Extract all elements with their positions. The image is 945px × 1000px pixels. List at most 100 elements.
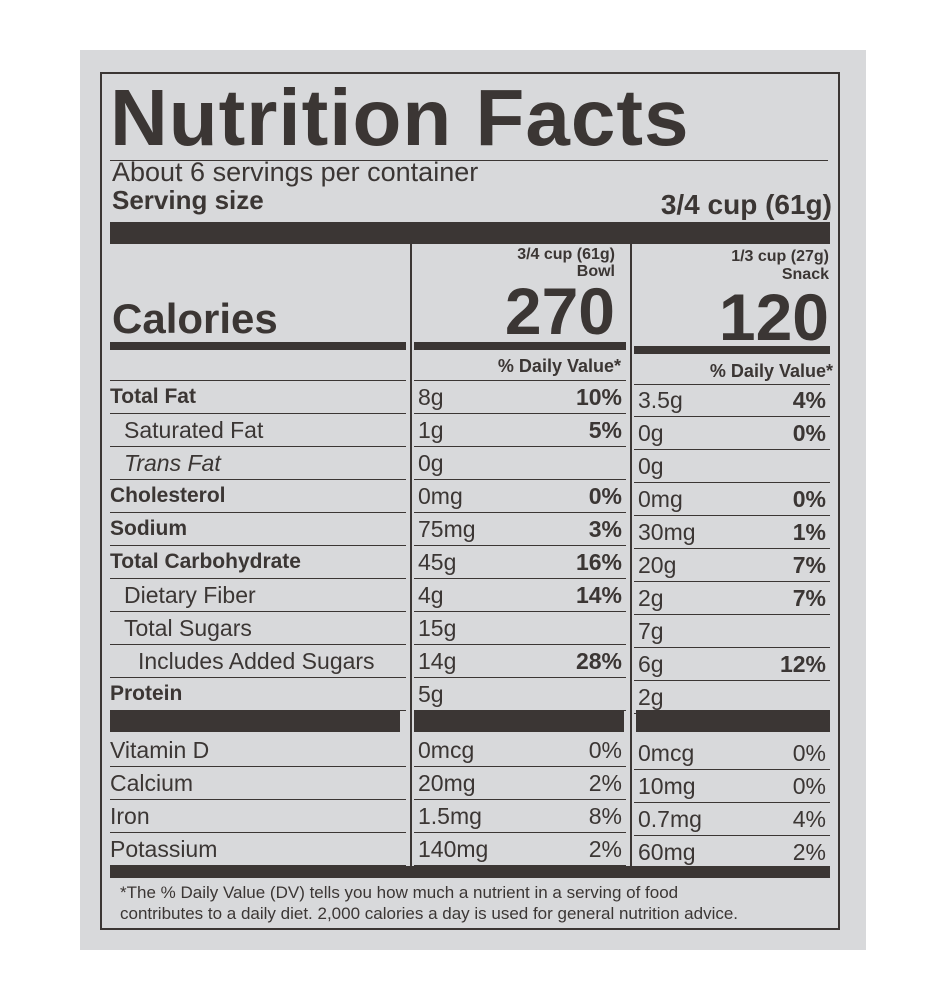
row-rule (110, 677, 406, 678)
amount-cell: 6g 12% (634, 648, 830, 680)
nutrient-name: Total Carbohydrate (110, 550, 301, 573)
title: Nutrition Facts (110, 73, 690, 162)
percent-dv: 4% (792, 387, 826, 413)
amount: 14g (418, 648, 457, 674)
amount-cell: 0g (634, 450, 830, 482)
amount-cell: 8g 10% (414, 381, 626, 413)
amount-cell: 0g 0% (634, 417, 830, 449)
row-rule (110, 644, 406, 645)
amount-cell: 15g (414, 612, 626, 644)
label-background (80, 50, 866, 950)
percent-dv: 0% (588, 737, 622, 763)
amount: 0g (638, 420, 664, 446)
nutrient-name: Saturated Fat (124, 417, 264, 443)
nutrient-name: Cholesterol (110, 484, 226, 507)
row-rule (634, 614, 830, 615)
calories-label: Calories (112, 295, 278, 342)
percent-dv: 7% (792, 552, 826, 578)
amount: 1g (418, 417, 444, 443)
amount: 2g (638, 684, 664, 710)
row-rule (110, 865, 406, 866)
percent-dv: 4% (792, 806, 826, 832)
nutrient-name: Total Fat (110, 385, 196, 408)
amount-cell: 20mg 2% (414, 767, 626, 799)
footnote-line: contributes to a daily diet. 2,000 calor… (120, 904, 739, 923)
row-rule (110, 578, 406, 579)
footnote: *The % Daily Value (DV) tells you how mu… (120, 882, 738, 924)
amount-cell: 30mg 1% (634, 516, 830, 548)
nutrient-name: Vitamin D (110, 737, 210, 763)
percent-dv: 7% (792, 585, 826, 611)
row-rule (414, 611, 626, 612)
amount: 20g (638, 552, 677, 578)
row-rule (634, 515, 830, 516)
dv-header: % Daily Value* (709, 361, 833, 381)
column-name: Snack (781, 266, 829, 283)
label-border (100, 72, 840, 930)
amount-cell: 0.7mg 4% (634, 803, 830, 835)
row-rule (414, 578, 626, 579)
amount-cell: 14g 28% (414, 645, 626, 677)
row-rule (110, 799, 406, 800)
row-rule (414, 545, 626, 546)
nutrient-name: Dietary Fiber (124, 582, 256, 608)
amount: 1.5mg (418, 803, 482, 829)
percent-dv: 2% (792, 839, 826, 865)
percent-dv: 28% (575, 648, 622, 674)
row-rule (110, 766, 406, 767)
row-rule (634, 769, 830, 770)
amount-cell: 0mcg 0% (414, 734, 626, 766)
amount: 2g (638, 585, 664, 611)
amount-cell: 45g 16% (414, 546, 626, 578)
nutrient-name: Calcium (110, 770, 194, 796)
amount: 10mg (638, 773, 696, 799)
amount-cell: 1g 5% (414, 414, 626, 446)
column-divider (410, 244, 412, 866)
row-rule (110, 611, 406, 612)
row-rule (414, 413, 626, 414)
percent-dv: 0% (792, 740, 826, 766)
amount-cell: 2g (634, 681, 830, 713)
row-rule (634, 802, 830, 803)
amount-cell: 20g 7% (634, 549, 830, 581)
row-rule (414, 799, 626, 800)
column-size: 3/4 cup (61g) (517, 246, 615, 263)
percent-dv: 0% (588, 483, 622, 509)
amount: 0.7mg (638, 806, 702, 832)
row-rule (110, 479, 406, 480)
percent-dv: 0% (792, 420, 826, 446)
amount: 8g (418, 384, 444, 410)
amount-cell: 3.5g 4% (634, 384, 830, 416)
row-rule (414, 766, 626, 767)
amount-cell: 7g (634, 615, 830, 647)
amount: 0mcg (638, 740, 695, 766)
amount: 45g (418, 549, 457, 575)
serving-size-label: Serving size (112, 185, 264, 215)
amount: 140mg (418, 836, 489, 862)
amount-cell: 4g 14% (414, 579, 626, 611)
percent-dv: 14% (575, 582, 622, 608)
row-rule (110, 413, 406, 414)
row-rule (414, 832, 626, 833)
amount: 6g (638, 651, 664, 677)
column-name: Bowl (576, 263, 615, 280)
nutrient-name: Potassium (110, 836, 218, 862)
row-rule (110, 832, 406, 833)
amount: 20mg (418, 770, 476, 796)
nutrient-name: Sodium (110, 517, 187, 540)
percent-dv: 0% (792, 773, 826, 799)
percent-dv: 0% (792, 486, 826, 512)
amount: 30mg (638, 519, 696, 545)
amount-cell: 75mg 3% (414, 513, 626, 545)
percent-dv: 2% (588, 836, 622, 862)
footnote-line: *The % Daily Value (DV) tells you how mu… (120, 883, 679, 902)
nutrient-name: Protein (110, 682, 183, 705)
percent-dv: 2% (588, 770, 622, 796)
nutrient-name: Iron (110, 803, 150, 829)
amount: 5g (418, 681, 444, 707)
nutrient-name: Total Sugars (124, 615, 252, 641)
amount: 7g (638, 618, 664, 644)
amount: 0mg (638, 486, 683, 512)
amount-cell: 140mg 2% (414, 833, 626, 865)
